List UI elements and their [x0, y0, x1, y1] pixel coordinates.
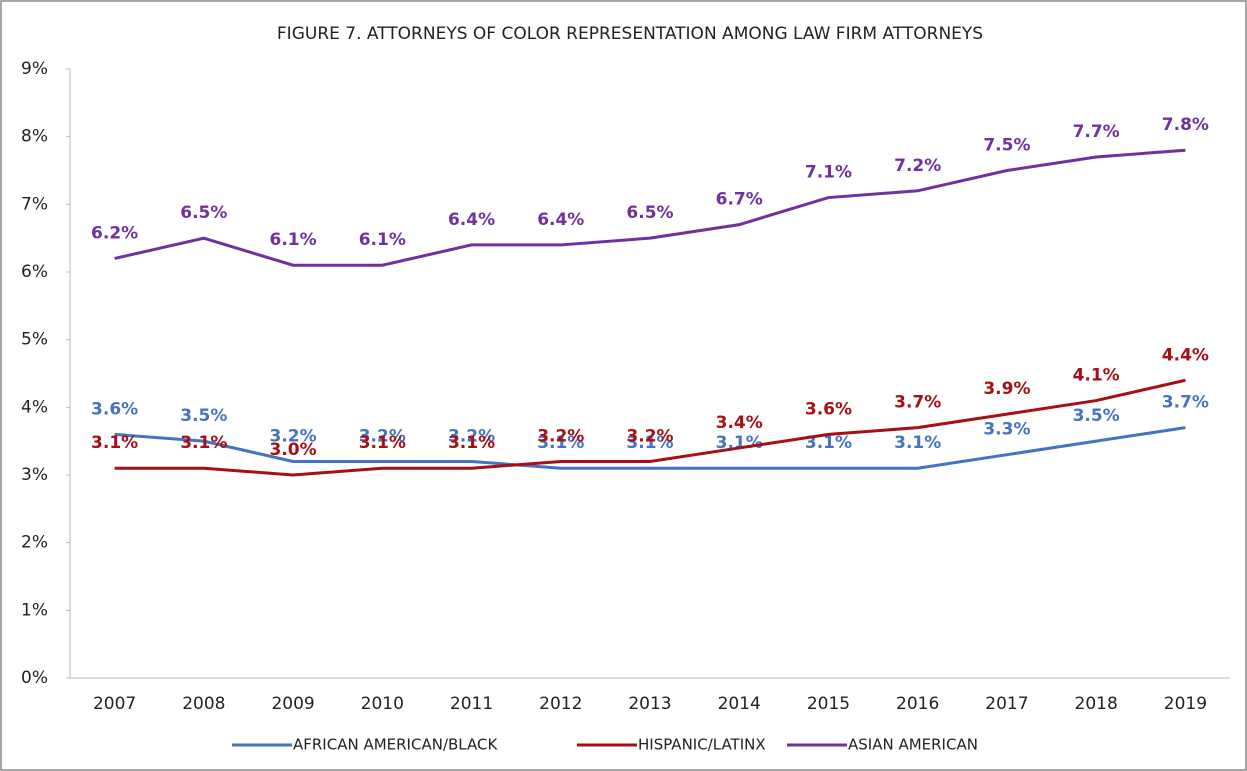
data-label: 6.7% — [716, 190, 763, 210]
x-tick-label: 2015 — [807, 694, 850, 714]
chart-title: FIGURE 7. ATTORNEYS OF COLOR REPRESENTAT… — [277, 24, 983, 44]
x-tick-label: 2013 — [628, 694, 671, 714]
y-tick-label: 3% — [21, 465, 48, 485]
data-label: 7.5% — [983, 136, 1030, 156]
data-label: 3.1% — [359, 433, 406, 453]
data-label: 3.2% — [269, 426, 316, 446]
data-label: 3.1% — [626, 433, 673, 453]
data-label: 6.1% — [359, 230, 406, 250]
y-tick-label: 6% — [21, 262, 48, 282]
data-label: 6.1% — [269, 230, 316, 250]
data-label: 6.5% — [626, 203, 673, 223]
x-tick-label: 2012 — [539, 694, 582, 714]
y-tick-label: 4% — [21, 397, 48, 417]
y-tick-label: 8% — [21, 127, 48, 147]
data-label: 3.9% — [983, 379, 1030, 399]
x-tick-label: 2008 — [182, 694, 225, 714]
x-tick-label: 2014 — [718, 694, 761, 714]
y-tick-label: 1% — [21, 600, 48, 620]
legend-label: HISPANIC/LATINX — [638, 736, 766, 754]
x-tick-label: 2018 — [1075, 694, 1118, 714]
series-line — [114, 426, 1186, 470]
series-line — [114, 378, 1186, 477]
data-label: 3.6% — [805, 399, 852, 419]
data-label: 3.7% — [1162, 393, 1209, 413]
x-tick-label: 2017 — [985, 694, 1028, 714]
data-label: 7.8% — [1162, 115, 1209, 135]
y-tick-label: 5% — [21, 330, 48, 350]
data-label: 6.5% — [180, 203, 227, 223]
data-label: 3.2% — [359, 426, 406, 446]
data-label: 7.7% — [1073, 122, 1120, 142]
data-label: 4.1% — [1073, 366, 1120, 386]
x-tick-label: 2019 — [1164, 694, 1207, 714]
data-label: 3.5% — [1073, 406, 1120, 426]
data-label: 7.1% — [805, 163, 852, 183]
x-tick-label: 2007 — [93, 694, 136, 714]
data-label: 3.1% — [180, 433, 227, 453]
data-label: 6.2% — [91, 223, 138, 243]
x-tick-label: 2010 — [361, 694, 404, 714]
data-label: 3.4% — [716, 413, 763, 433]
data-label: 6.4% — [537, 210, 584, 230]
x-tick-label: 2016 — [896, 694, 939, 714]
data-label: 3.5% — [180, 406, 227, 426]
x-tick-label: 2009 — [271, 694, 314, 714]
data-label: 7.2% — [894, 156, 941, 176]
data-label: 3.2% — [448, 426, 495, 446]
data-label: 3.1% — [448, 433, 495, 453]
data-label: 6.4% — [448, 210, 495, 230]
legend-label: AFRICAN AMERICAN/BLACK — [293, 736, 498, 754]
x-tick-label: 2011 — [450, 694, 493, 714]
y-tick-label: 0% — [21, 668, 48, 688]
data-label: 3.6% — [91, 399, 138, 419]
data-label: 3.2% — [626, 426, 673, 446]
data-label: 3.1% — [894, 433, 941, 453]
data-label: 4.4% — [1162, 345, 1209, 365]
legend-label: ASIAN AMERICAN — [848, 736, 978, 754]
data-label: 3.7% — [894, 393, 941, 413]
y-tick-label: 9% — [21, 59, 48, 79]
data-label: 3.1% — [805, 433, 852, 453]
data-label: 3.3% — [983, 420, 1030, 440]
data-label: 3.1% — [91, 433, 138, 453]
y-tick-label: 2% — [21, 533, 48, 553]
data-label: 3.0% — [269, 440, 316, 460]
data-label: 3.2% — [537, 426, 584, 446]
y-tick-label: 7% — [21, 194, 48, 214]
series-line — [114, 148, 1186, 267]
data-label: 3.1% — [537, 433, 584, 453]
